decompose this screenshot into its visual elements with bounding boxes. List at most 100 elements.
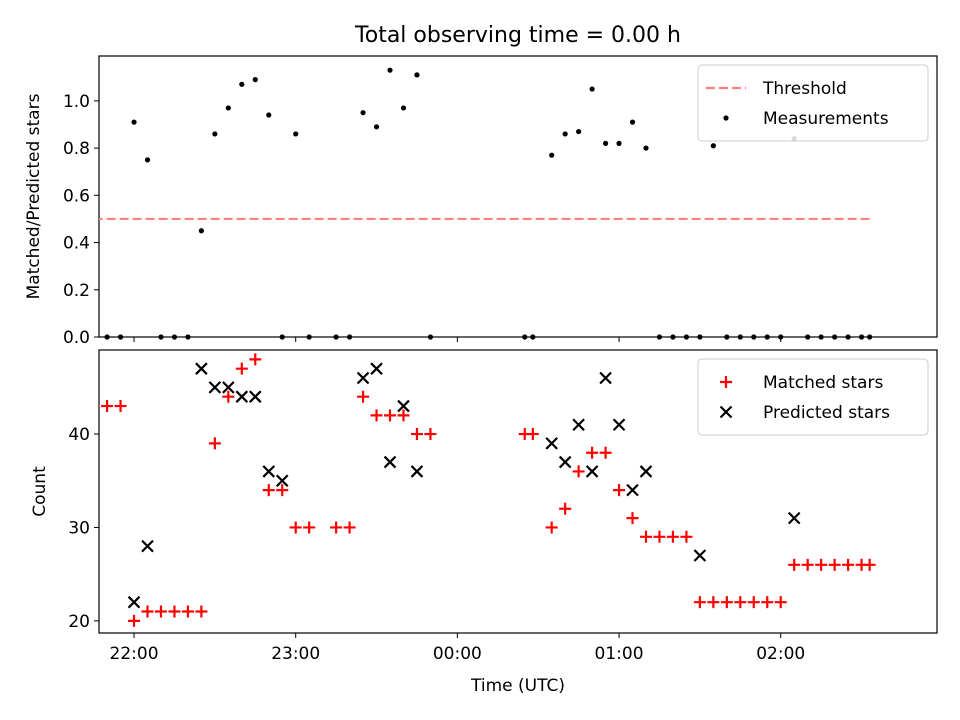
x-tick-label: 22:00 [110, 644, 159, 664]
data-point [198, 228, 204, 234]
data-point [558, 455, 572, 469]
data-point [343, 521, 356, 534]
data-point [168, 605, 181, 618]
y-tick-label: 40 [68, 425, 90, 445]
data-point [599, 371, 612, 385]
data-point [747, 596, 760, 609]
data-point [562, 131, 568, 137]
legend-label: Threshold [762, 79, 847, 99]
legend: Matched stars Predicted stars [697, 358, 929, 436]
data-point [572, 418, 585, 431]
count-panel: 22:00 23:00 00:00 01:00 02:00 20 30 40 Count Time… [30, 349, 938, 696]
data-point [114, 400, 127, 413]
data-point [360, 110, 366, 116]
data-point [764, 334, 770, 340]
data-point [276, 484, 289, 497]
data-point [616, 140, 622, 146]
data-point [117, 334, 124, 340]
data-point [262, 484, 275, 497]
data-point [639, 530, 652, 543]
data-point [828, 558, 841, 571]
plot-area [99, 67, 873, 340]
data-point [346, 334, 353, 340]
data-point [559, 502, 572, 515]
legend-label: Predicted stars [763, 403, 890, 423]
data-point [303, 521, 316, 534]
data-point [208, 437, 221, 450]
data-point [330, 521, 343, 534]
data-point [526, 428, 539, 441]
data-point [576, 128, 582, 135]
legend-box [697, 64, 929, 142]
x-axis: 22:00 23:00 00:00 01:00 02:00 [110, 633, 805, 664]
y-tick-label: 0.8 [63, 139, 90, 159]
data-point [693, 596, 706, 609]
data-point [612, 418, 626, 431]
data-point [680, 530, 693, 543]
data-point [127, 595, 141, 609]
legend-box [697, 358, 929, 436]
figure-title: Total observing time = 0.00 h [354, 23, 681, 48]
legend-label: Measurements [763, 109, 889, 129]
data-point [414, 72, 420, 78]
y-axis: 20 30 40 [68, 425, 99, 632]
data-point [333, 334, 339, 340]
data-point [643, 145, 649, 151]
legend-swatch [719, 405, 733, 419]
data-point [530, 334, 536, 340]
legend-swatch [720, 376, 732, 388]
data-point [697, 334, 703, 340]
y-axis-label: Matched/Predicted stars [24, 93, 44, 299]
data-point [235, 390, 249, 403]
data-point [171, 334, 178, 340]
data-point [761, 596, 774, 609]
data-point [629, 119, 636, 125]
data-point [225, 105, 231, 111]
data-point [801, 558, 814, 571]
series-predicted-stars [127, 362, 801, 609]
data-point [249, 353, 262, 366]
data-point [427, 334, 434, 340]
x-tick-label: 01:00 [595, 644, 644, 664]
data-point [387, 67, 393, 73]
data-point [131, 119, 137, 125]
data-point [252, 77, 258, 83]
plot-area [99, 353, 876, 627]
x-tick-label: 00:00 [433, 644, 482, 664]
data-point [626, 512, 639, 525]
axes-frame [98, 349, 938, 634]
data-point [141, 539, 154, 553]
data-point [724, 334, 730, 340]
data-point [279, 334, 285, 340]
data-point [787, 511, 801, 525]
data-point [383, 455, 397, 469]
series-measurements [104, 67, 873, 340]
data-point [832, 334, 838, 340]
data-point [222, 390, 235, 403]
y-tick-label: 0.6 [63, 186, 90, 206]
data-point [222, 381, 235, 394]
data-point [181, 605, 194, 618]
data-point [815, 558, 828, 571]
x-tick-label: 23:00 [271, 644, 320, 664]
data-point [572, 465, 585, 478]
data-point [356, 371, 370, 385]
data-point [370, 362, 383, 375]
legend: Threshold Measurements [697, 64, 929, 142]
x-axis-label: Time (UTC) [470, 676, 565, 696]
data-point [626, 483, 639, 497]
data-point [549, 152, 555, 158]
data-point [613, 484, 626, 497]
data-point [858, 334, 865, 340]
data-point [751, 334, 757, 340]
data-point [845, 334, 851, 340]
data-point [373, 124, 380, 130]
data-point [522, 334, 528, 340]
y-tick-label: 30 [68, 518, 90, 538]
data-point [734, 596, 747, 609]
y-axis: 0.0 0.2 0.4 0.6 0.8 1.0 [63, 92, 99, 348]
data-point [158, 334, 164, 340]
data-point [656, 334, 663, 340]
data-point [293, 131, 299, 137]
